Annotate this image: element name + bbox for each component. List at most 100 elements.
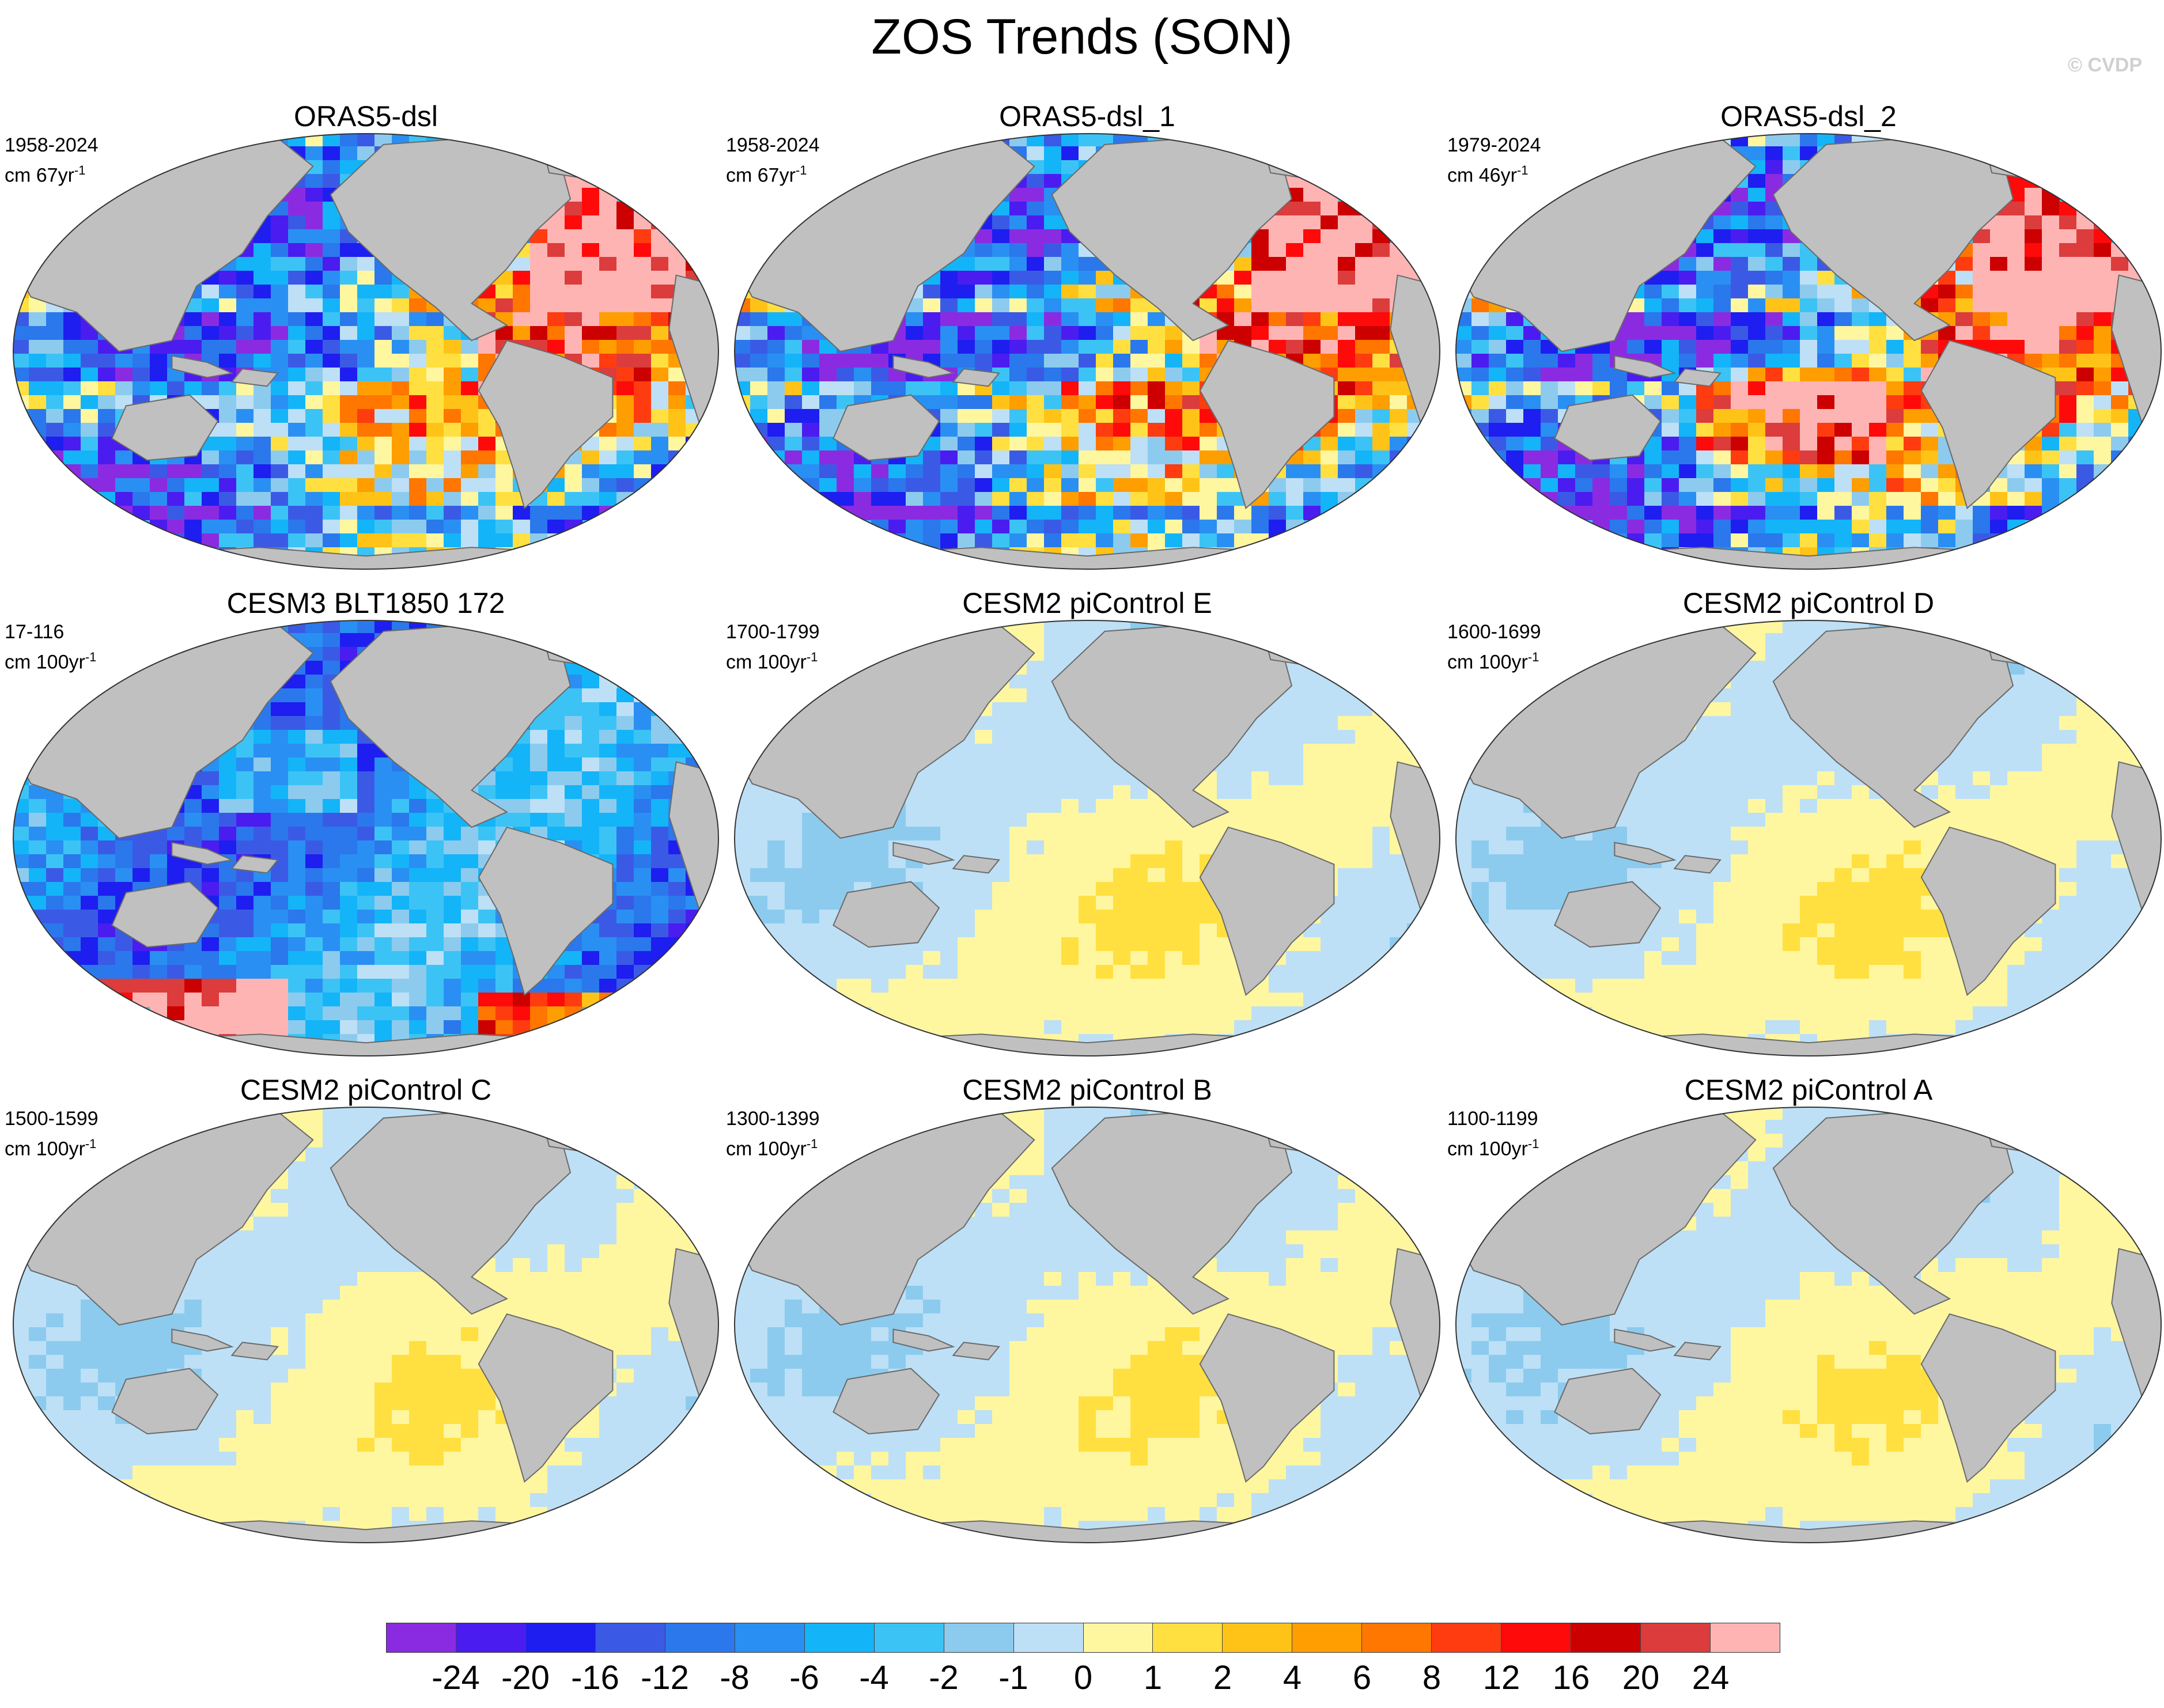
- cvdp-watermark: © CVDP: [2068, 54, 2142, 76]
- colorbar-tick-label: -4: [859, 1659, 889, 1696]
- colorbar-tick-label: 6: [1352, 1659, 1372, 1696]
- colorbar-swatch: [874, 1623, 944, 1652]
- map-panel-cesm2-picontrol-b: CESM2 piControl B 1300-1399 cm 100yr-1: [726, 1074, 1442, 1543]
- land-mass: [1984, 1117, 2028, 1152]
- land-mass: [478, 339, 614, 509]
- trend-map: [734, 133, 1440, 570]
- panel-meta: 1958-2024 cm 67yr-1: [726, 132, 820, 188]
- land-mass: [1614, 1328, 1677, 1352]
- land-mass: [111, 1368, 219, 1435]
- colorbar-swatch: [944, 1623, 1014, 1652]
- colorbar-tick-label: -6: [789, 1659, 819, 1696]
- panel-period: 1100-1199: [1447, 1108, 1538, 1130]
- panel-title: CESM2 piControl B: [962, 1074, 1212, 1106]
- trend-map: [1455, 1107, 2162, 1543]
- colorbar-tick-label: -8: [720, 1659, 750, 1696]
- panel-meta: 1600-1699 cm 100yr-1: [1447, 619, 1541, 675]
- panel-units: cm 100yr-1: [5, 1137, 97, 1160]
- panel-meta: 1979-2024 cm 46yr-1: [1447, 132, 1541, 188]
- panel-meta: 1958-2024 cm 67yr-1: [5, 132, 99, 188]
- panel-title: CESM3 BLT1850 172: [226, 587, 505, 619]
- panel-units: cm 100yr-1: [1447, 1137, 1539, 1160]
- map-outline: [1455, 133, 2162, 570]
- land-mass: [1554, 881, 1662, 948]
- colorbar-swatch: [456, 1623, 526, 1652]
- land-mass: [1262, 630, 1307, 665]
- colorbar-swatch: [1013, 1623, 1084, 1652]
- land-mass: [478, 826, 614, 996]
- panel-meta: 1500-1599 cm 100yr-1: [5, 1106, 99, 1161]
- colorbar-swatch: [1223, 1623, 1293, 1652]
- colorbar-swatch: [595, 1623, 665, 1652]
- map-panel-cesm2-picontrol-d: CESM2 piControl D 1600-1699 cm 100yr-1: [1447, 587, 2163, 1056]
- land-mass: [1199, 826, 1335, 996]
- trend-map: [1455, 620, 2162, 1056]
- colorbar-swatch: [804, 1623, 875, 1652]
- land-mass: [892, 1328, 955, 1352]
- land-mass: [1673, 368, 1722, 387]
- map-panel-cesm2-picontrol-c: CESM2 piControl C 1500-1599 cm 100yr-1: [5, 1074, 720, 1543]
- land-mass: [171, 842, 234, 865]
- colorbar-swatch: [1641, 1623, 1711, 1652]
- trend-map: [13, 133, 719, 570]
- land-mass: [892, 842, 955, 865]
- colorbar-tick-label: -2: [929, 1659, 959, 1696]
- colorbar-tick-label: -24: [432, 1659, 480, 1696]
- land-mass: [111, 394, 219, 461]
- panel-units: cm 100yr-1: [726, 650, 818, 673]
- panel-title: ORAS5-dsl_2: [1720, 100, 1897, 132]
- colorbar-tick-label: 24: [1692, 1659, 1730, 1696]
- colorbar-tick-label: 8: [1422, 1659, 1442, 1696]
- colorbar-tick-label: 1: [1143, 1659, 1163, 1696]
- panel-units: cm 100yr-1: [5, 650, 97, 673]
- figure-title: ZOS Trends (SON): [871, 9, 1293, 65]
- panel-units: cm 46yr-1: [1447, 163, 1529, 187]
- panel-title: CESM2 piControl A: [1684, 1074, 1933, 1106]
- land-mass: [1262, 143, 1307, 178]
- land-mass: [952, 855, 1000, 874]
- panel-period: 17-116: [5, 621, 65, 643]
- land-mass: [1920, 1313, 2056, 1483]
- colorbar-tick-label: -16: [571, 1659, 619, 1696]
- colorbar-swatch: [1083, 1623, 1153, 1652]
- land-mass: [1920, 339, 2056, 509]
- panel-units: cm 67yr-1: [5, 163, 86, 187]
- ocean-field: [1456, 620, 2161, 1056]
- panel-period: 1600-1699: [1447, 621, 1541, 643]
- land-mass: [833, 394, 940, 461]
- panel-period: 1500-1599: [5, 1108, 99, 1130]
- land-mass: [1614, 355, 1677, 378]
- land-mass: [541, 143, 585, 178]
- land-mass: [1984, 630, 2028, 665]
- land-mass: [1554, 394, 1662, 461]
- colorbar-swatch: [1292, 1623, 1363, 1652]
- panel-meta: 1100-1199 cm 100yr-1: [1447, 1106, 1539, 1161]
- colorbar-tick-label: -1: [998, 1659, 1028, 1696]
- map-outline: [734, 620, 1440, 1056]
- colorbar-tick-label: 0: [1073, 1659, 1093, 1696]
- colorbar-swatch: [1501, 1623, 1572, 1652]
- land-mass: [1554, 1368, 1662, 1435]
- ocean-field: [735, 620, 1440, 1056]
- map-outline: [734, 1107, 1440, 1543]
- panel-period: 1700-1799: [726, 621, 820, 643]
- colorbar-tick-label: -12: [641, 1659, 689, 1696]
- colorbar-swatch: [1571, 1623, 1641, 1652]
- colorbar-swatch: [1432, 1623, 1502, 1652]
- panel-title: CESM2 piControl D: [1682, 587, 1935, 619]
- trend-map: [734, 1107, 1440, 1543]
- land-mass: [111, 881, 219, 948]
- panel-period: 1958-2024: [5, 134, 99, 156]
- ocean-field: [1456, 1107, 2161, 1543]
- panel-meta: 1300-1399 cm 100yr-1: [726, 1106, 820, 1161]
- land-mass: [230, 855, 279, 874]
- panel-title: CESM2 piControl C: [240, 1074, 492, 1106]
- ocean-field: [13, 134, 718, 569]
- land-mass: [1673, 1342, 1722, 1361]
- map-outline: [1455, 620, 2162, 1056]
- map-outline: [13, 1107, 719, 1543]
- colorbar: [386, 1623, 1780, 1653]
- ocean-field: [1456, 134, 2161, 569]
- land-mass: [1262, 1117, 1307, 1152]
